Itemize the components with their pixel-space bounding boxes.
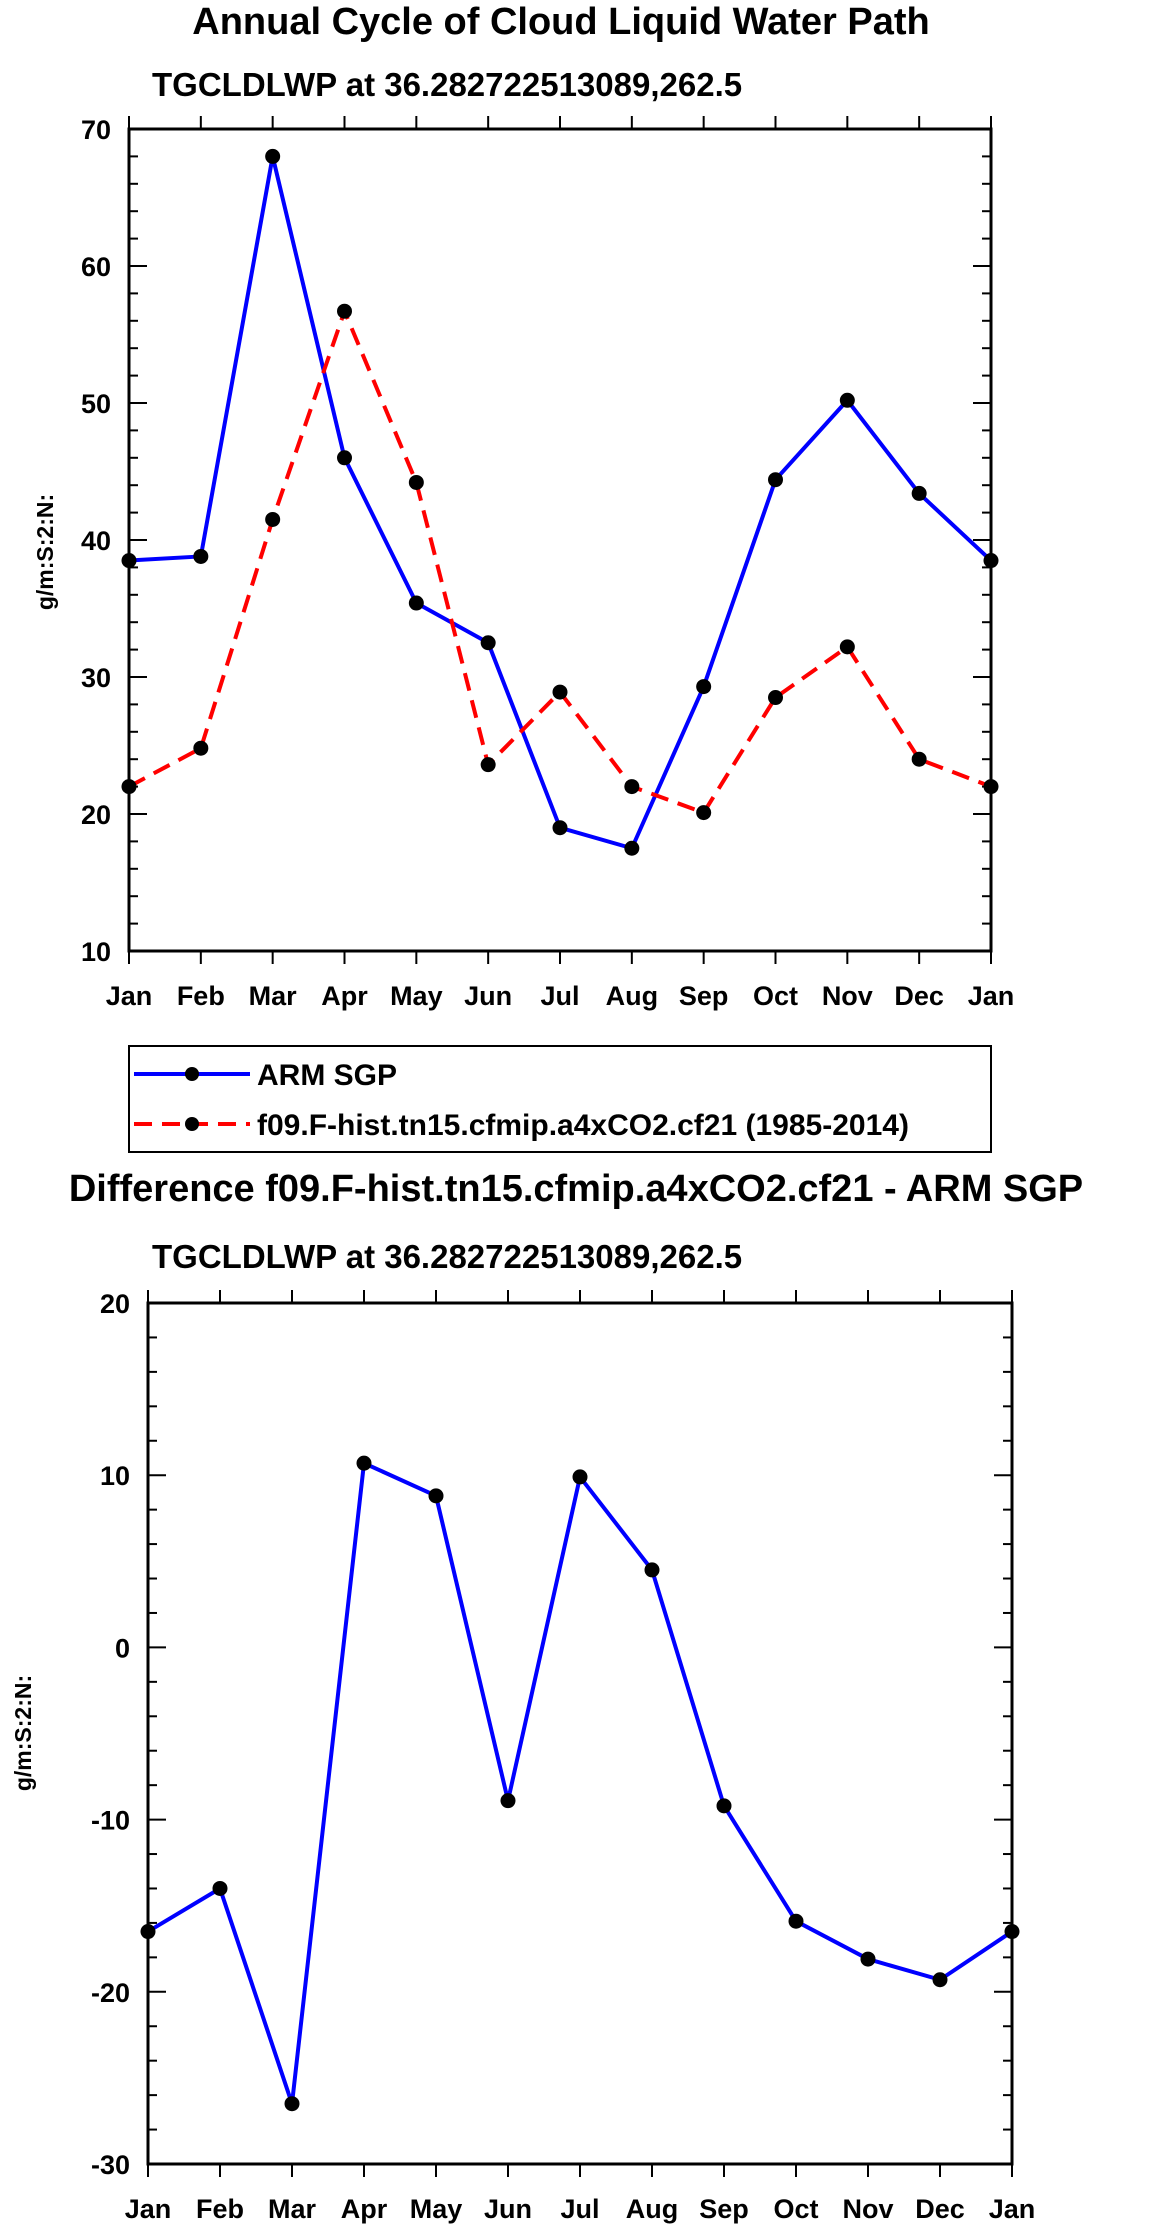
chart0-ytick-label: 10 [81, 937, 111, 967]
chart0-series-0-point [121, 553, 137, 569]
chart2-title: Difference f09.F-hist.tn15.cfmip.a4xCO2.… [69, 1168, 1083, 1210]
chart0-series-1-point [552, 684, 568, 700]
chart1-xtick-label: Dec [915, 2194, 965, 2224]
chart0-ytick-label: 50 [81, 389, 111, 419]
chart1-series-0-point [284, 2096, 300, 2112]
chart0-xtick-label: Jan [968, 981, 1015, 1011]
chart0-series-1-point [337, 303, 352, 319]
chart1-xtick-label: Apr [341, 2194, 388, 2224]
chart1-xtick-label: Aug [626, 2194, 678, 2224]
chart0-series-1-point [768, 690, 783, 706]
chart0-series-0-point [193, 548, 209, 564]
chart2-plot-area: -30 -20 -10 0 10 20 Jan Feb Mar Apr May Jun Jul Aug Se… [91, 1289, 1035, 2224]
chart1-series-0-point [932, 1972, 948, 1988]
chart1-xtick-label: Jan [125, 2194, 172, 2224]
chart1-xtick-label: Feb [196, 2194, 244, 2224]
chart1-series-0-point [788, 1913, 804, 1929]
chart0-xtick-label: Aug [606, 981, 658, 1011]
chart0-series-1-point [839, 639, 855, 655]
chart1-frame [146, 1301, 1014, 2166]
chart0-series-1-point [193, 740, 209, 756]
chart1-xtick-label: Oct [773, 2194, 818, 2224]
chart1-series-0-point [644, 1562, 660, 1578]
chart0-xtick-label: Nov [822, 981, 873, 1011]
legend-box [128, 1045, 992, 1153]
chart0-series-line-0 [128, 154, 993, 851]
chart0-xtick-label: Dec [894, 981, 944, 1011]
chart2-ylabel: g/m:S:2:N: [10, 1675, 36, 1791]
chart0-ytick-label: 40 [81, 526, 111, 556]
chart0-series-1-point [696, 805, 712, 821]
chart0-series-0-point [839, 392, 855, 408]
legend-marker-arm [185, 1067, 199, 1081]
legend-label-arm: ARM SGP [257, 1059, 397, 1092]
chart0-series-1-point [624, 779, 640, 795]
chart0-series-1-point [480, 757, 496, 773]
chart1-plot-area: 10 20 30 40 50 60 70 Jan Feb Mar Apr May Jun Jul Aug Se… [81, 115, 1014, 1011]
chart0-ytick-label: 60 [81, 252, 111, 282]
chart1-subtitle: TGCLDLWP at 36.282722513089,262.5 [152, 66, 742, 103]
chart0-series-1-point [408, 474, 424, 490]
chart1-title: Annual Cycle of Cloud Liquid Water Path [192, 1, 930, 43]
chart0-xtick-label: Apr [321, 981, 368, 1011]
chart1-xtick-label: Sep [699, 2194, 749, 2224]
chart0-series-line-1 [128, 309, 992, 815]
chart1-ytick-label: 20 [100, 1289, 130, 1319]
chart0-series-0-point [337, 450, 352, 466]
legend-marker-model [185, 1117, 199, 1131]
chart0-xtick-label: Mar [249, 981, 298, 1011]
chart0-series-0-point [552, 820, 568, 836]
chart1-ytick-label: -30 [91, 2150, 130, 2180]
chart0-xtick-label: Oct [753, 981, 798, 1011]
chart1-series-0-point [1004, 1924, 1020, 1940]
chart0-xtick-label: Jun [464, 981, 512, 1011]
chart0-ytick-label: 70 [81, 115, 111, 145]
chart1-xtick-label: May [410, 2194, 463, 2224]
chart0-xtick-label: Feb [177, 981, 225, 1011]
chart1-series-0-point [356, 1455, 372, 1471]
chart0-xtick-label: Jan [106, 981, 153, 1011]
chart1-series-0-point [572, 1469, 588, 1485]
chart0-xtick-label: Jul [540, 981, 579, 1011]
chart0-series-1-point [983, 779, 999, 795]
legend: ARM SGP f09.F-hist.tn15.cfmip.a4xCO2.cf2… [128, 1045, 992, 1153]
chart0-series-0-point [624, 840, 640, 856]
chart0-series-1-point [121, 779, 137, 795]
chart1-xtick-label: Nov [842, 2194, 893, 2224]
chart0-series-0-point [911, 485, 927, 501]
chart0-series-0-point [408, 595, 424, 611]
chart1-series-0-point [860, 1951, 876, 1967]
chart0-series-0-point [768, 472, 783, 488]
chart1-series-0-point [716, 1798, 732, 1814]
chart1-xtick-label: Mar [268, 2194, 317, 2224]
chart1-xtick-label: Jun [484, 2194, 532, 2224]
chart1-series-0-point [500, 1793, 516, 1809]
chart0-series-0-point [480, 635, 496, 651]
chart0-series-0-point [983, 553, 999, 569]
chart1-ylabel: g/m:S:2:N: [32, 494, 58, 610]
chart1-ytick-label: -10 [91, 1806, 130, 1836]
chart0-series-1-point [911, 751, 927, 767]
chart2-subtitle: TGCLDLWP at 36.282722513089,262.5 [152, 1238, 742, 1275]
chart1-ytick-label: 10 [100, 1461, 130, 1491]
chart0-xtick-label: May [390, 981, 443, 1011]
chart1-series-0-point [428, 1488, 444, 1504]
chart0-ytick-label: 30 [81, 663, 111, 693]
chart0-series-1-point [265, 511, 281, 527]
chart1-ytick-label: 0 [115, 1633, 130, 1663]
chart1-series-0-point [140, 1924, 156, 1940]
legend-label-model: f09.F-hist.tn15.cfmip.a4xCO2.cf21 (1985-… [257, 1109, 909, 1142]
chart1-ytick-label: -20 [91, 1978, 130, 2008]
chart1-xtick-label: Jul [560, 2194, 599, 2224]
chart0-xtick-label: Sep [679, 981, 729, 1011]
chart1-xtick-label: Jan [989, 2194, 1036, 2224]
chart0-series-0-point [265, 148, 281, 164]
chart1-series-0-point [212, 1880, 228, 1896]
chart0-ytick-label: 20 [81, 800, 111, 830]
chart0-series-0-point [696, 679, 712, 695]
chart1-series-line-0 [146, 1461, 1014, 2106]
